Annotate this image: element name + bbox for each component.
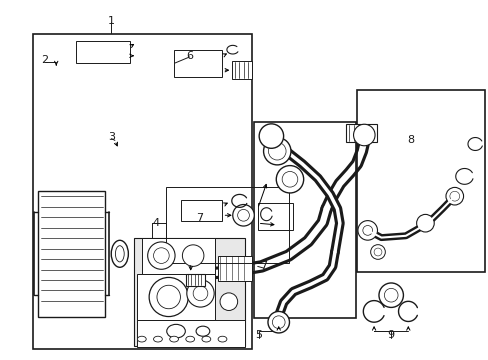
Bar (217, 256, 251, 281)
Circle shape (263, 138, 290, 165)
Circle shape (232, 204, 254, 226)
Circle shape (353, 124, 374, 146)
Text: 4: 4 (152, 218, 159, 228)
Circle shape (149, 278, 188, 316)
Ellipse shape (169, 336, 178, 342)
Circle shape (378, 283, 403, 307)
Bar (254, 122, 355, 318)
Bar (257, 203, 293, 230)
Circle shape (384, 288, 397, 302)
Circle shape (362, 225, 372, 235)
Circle shape (182, 245, 203, 266)
Circle shape (186, 280, 214, 307)
Circle shape (282, 171, 297, 187)
Ellipse shape (196, 326, 209, 336)
Bar (166, 187, 288, 263)
Bar (173, 50, 222, 77)
Circle shape (193, 286, 207, 301)
Bar (346, 124, 376, 142)
Circle shape (147, 242, 175, 269)
Ellipse shape (166, 324, 185, 338)
Text: 2: 2 (41, 55, 48, 66)
Text: 1: 1 (108, 16, 115, 26)
Circle shape (157, 285, 180, 309)
Bar (76, 41, 129, 63)
Bar (38, 191, 105, 317)
Ellipse shape (202, 336, 210, 342)
Bar (134, 238, 244, 346)
Text: 8: 8 (407, 135, 413, 145)
Text: 6: 6 (186, 51, 193, 61)
Circle shape (370, 245, 385, 259)
Bar (33, 34, 251, 349)
Circle shape (373, 248, 381, 256)
Bar (137, 320, 244, 347)
Ellipse shape (153, 336, 162, 342)
Circle shape (267, 311, 289, 333)
Circle shape (237, 210, 249, 221)
Ellipse shape (115, 246, 124, 262)
Bar (181, 200, 222, 221)
Bar (356, 90, 484, 272)
Bar (185, 274, 205, 286)
Ellipse shape (185, 336, 194, 342)
Ellipse shape (111, 240, 128, 267)
Text: 9: 9 (387, 330, 394, 340)
Bar (137, 274, 215, 320)
Circle shape (445, 188, 463, 205)
Bar (142, 238, 215, 274)
Circle shape (153, 248, 169, 264)
Bar (232, 61, 251, 79)
Text: 7: 7 (196, 213, 203, 223)
Circle shape (220, 293, 237, 310)
Ellipse shape (137, 336, 146, 342)
Circle shape (268, 143, 285, 160)
Circle shape (276, 166, 303, 193)
Circle shape (416, 215, 433, 232)
Circle shape (449, 191, 459, 201)
Text: 5: 5 (255, 330, 262, 340)
Ellipse shape (218, 336, 226, 342)
Circle shape (357, 221, 377, 240)
Circle shape (272, 316, 285, 329)
Text: 3: 3 (108, 132, 115, 142)
Circle shape (259, 124, 283, 148)
Text: 7: 7 (260, 261, 267, 271)
